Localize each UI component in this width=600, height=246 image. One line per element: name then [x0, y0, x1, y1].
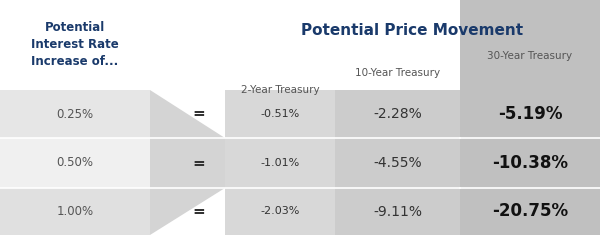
Bar: [0, 90, 150, 138]
Text: =: =: [193, 204, 205, 219]
Polygon shape: [150, 90, 225, 235]
Bar: [0, 138, 150, 188]
Text: 0.50%: 0.50%: [56, 156, 94, 169]
Text: -5.19%: -5.19%: [498, 105, 562, 123]
Text: -2.28%: -2.28%: [373, 107, 422, 121]
Bar: [0, 188, 150, 235]
Text: -10.38%: -10.38%: [492, 154, 568, 172]
Text: -9.11%: -9.11%: [373, 204, 422, 218]
Text: =: =: [193, 107, 205, 122]
Text: -1.01%: -1.01%: [260, 158, 299, 168]
Text: 1.00%: 1.00%: [56, 205, 94, 218]
Bar: [460, 0, 600, 235]
Text: 2-Year Treasury: 2-Year Treasury: [241, 85, 319, 95]
Text: -2.03%: -2.03%: [260, 206, 299, 216]
Text: 30-Year Treasury: 30-Year Treasury: [487, 51, 572, 61]
Text: -4.55%: -4.55%: [373, 156, 422, 170]
Text: 10-Year Treasury: 10-Year Treasury: [355, 68, 440, 78]
Text: =: =: [193, 155, 205, 170]
Bar: [335, 90, 460, 235]
Text: -0.51%: -0.51%: [260, 109, 299, 119]
Text: 0.25%: 0.25%: [56, 108, 94, 121]
Text: Potential Price Movement: Potential Price Movement: [301, 23, 524, 38]
Bar: [225, 90, 335, 235]
Text: -20.75%: -20.75%: [492, 202, 568, 220]
Text: Potential
Interest Rate
Increase of...: Potential Interest Rate Increase of...: [31, 21, 119, 68]
